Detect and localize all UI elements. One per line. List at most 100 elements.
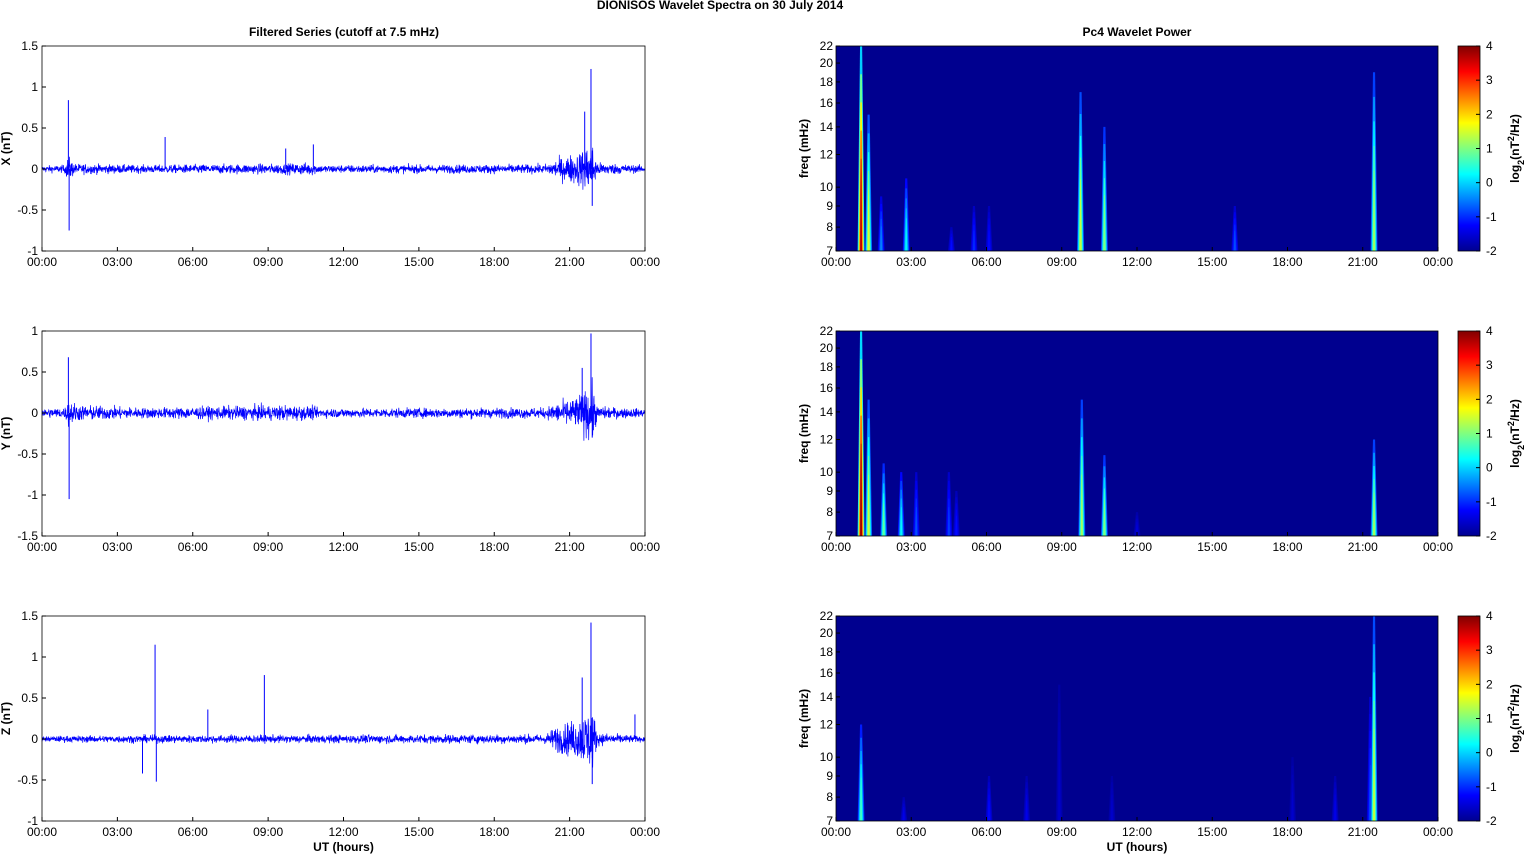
ytick-label: 8 <box>826 505 833 519</box>
spectrogram-xtick-label: 06:00 <box>971 825 1001 839</box>
colorbar-tick-label: 4 <box>1486 609 1493 623</box>
series-xtick-label: 12:00 <box>328 825 358 839</box>
ytick-label: 9 <box>826 199 833 213</box>
power-burst <box>950 240 953 251</box>
colorbar-tick-label: -1 <box>1486 495 1497 509</box>
y-axis-label: freq (mHz) <box>797 119 811 178</box>
series-xtick-label: 03:00 <box>102 540 132 554</box>
spectrogram-xtick-label: 12:00 <box>1122 540 1152 554</box>
power-burst <box>1079 179 1082 251</box>
ytick-label: 20 <box>820 56 834 70</box>
power-burst <box>1373 728 1376 821</box>
heatmap-background <box>836 331 1438 536</box>
series-xtick-label: 00:00 <box>27 540 57 554</box>
power-burst <box>1103 499 1106 536</box>
panels: 1.510.50-0.5-100:00 03:00 06:00 09:00 12:00 1… <box>0 39 1525 854</box>
ytick-label: -0.5 <box>17 447 38 461</box>
spectrogram-xtick-label: 09:00 <box>1047 540 1077 554</box>
series-panel-2: 10.50-0.5-1-1.500:00 03:00 06:00 09:00 12:00… <box>0 324 660 554</box>
colorbar-tick-label: 1 <box>1486 712 1493 726</box>
y-axis-label: freq (mHz) <box>797 689 811 748</box>
colorbar-tick-label: 4 <box>1486 324 1493 338</box>
ytick-label: -1 <box>27 488 38 502</box>
spectrogram-xtick-label: 18:00 <box>1272 255 1302 269</box>
colorbar-tick-label: 0 <box>1486 176 1493 190</box>
colorbar-label: log2(nT2/Hz) <box>1506 114 1525 183</box>
ytick-label: 1 <box>31 324 38 338</box>
heatmap-cells <box>857 46 1378 251</box>
colorbar-tick-label: 3 <box>1486 358 1493 372</box>
series-xtick-label: 09:00 <box>253 825 283 839</box>
signal-trace <box>41 377 646 441</box>
spectrogram-xtick-label: 09:00 <box>1047 255 1077 269</box>
colorbar-tick-label: -2 <box>1486 529 1497 543</box>
power-burst <box>988 230 991 251</box>
ytick-label: 10 <box>820 465 834 479</box>
plot-area <box>42 331 645 536</box>
power-burst <box>1103 195 1106 251</box>
ytick-label: 8 <box>826 790 833 804</box>
power-burst <box>1058 759 1061 821</box>
series-xtick-label: 00:00 <box>27 825 57 839</box>
x-axis-label: UT (hours) <box>313 840 374 854</box>
ytick-label: 7 <box>826 244 833 258</box>
ytick-label: 14 <box>820 405 834 419</box>
series-xtick-label: 15:00 <box>404 255 434 269</box>
colorbar: 4 3 2 1 0 -1 -2 log2(nT2/Hz) <box>1457 609 1525 828</box>
power-burst <box>1373 492 1376 536</box>
series-xtick-label: 00:00 <box>27 255 57 269</box>
spectrogram-xtick-label: 00:00 <box>1423 255 1453 269</box>
power-burst <box>880 226 883 251</box>
ytick-label: 0.5 <box>21 365 38 379</box>
series-xtick-label: 06:00 <box>178 255 208 269</box>
spectrogram-xtick-label: 15:00 <box>1197 825 1227 839</box>
heatmap-background <box>836 616 1438 821</box>
spectrogram-xtick-label: 00:00 <box>821 255 851 269</box>
colorbar-tick-label: 0 <box>1486 461 1493 475</box>
series-xtick-label: 18:00 <box>479 825 509 839</box>
spectrogram-xtick-label: 03:00 <box>896 825 926 839</box>
spectrogram-xtick-label: 21:00 <box>1348 255 1378 269</box>
power-burst <box>1373 170 1376 251</box>
plot-area <box>42 616 645 821</box>
ytick-label: 10 <box>820 180 834 194</box>
power-burst <box>955 515 958 536</box>
series-panel-1: 1.510.50-0.5-100:00 03:00 06:00 09:00 12:00 1… <box>0 39 660 269</box>
ytick-label: 12 <box>820 433 834 447</box>
y-axis-label: X (nT) <box>0 132 13 166</box>
colorbar-tick-label: 1 <box>1486 142 1493 156</box>
ytick-label: 8 <box>826 220 833 234</box>
power-burst <box>947 507 950 536</box>
power-burst <box>972 230 975 251</box>
power-burst <box>902 810 905 821</box>
ytick-label: -0.5 <box>17 773 38 787</box>
spectrogram-xtick-label: 21:00 <box>1348 540 1378 554</box>
colorbar-label: log2(nT2/Hz) <box>1506 399 1525 468</box>
ytick-label: 0 <box>31 732 38 746</box>
series-xtick-label: 09:00 <box>253 255 283 269</box>
ytick-label: 0.5 <box>21 121 38 135</box>
series-xtick-label: 00:00 <box>630 540 660 554</box>
ytick-label: 1 <box>31 80 38 94</box>
series-xtick-label: 21:00 <box>555 825 585 839</box>
x-axis-label: UT (hours) <box>1107 840 1168 854</box>
series-xtick-label: 00:00 <box>630 255 660 269</box>
ytick-label: 18 <box>820 75 834 89</box>
series-xtick-label: 21:00 <box>555 540 585 554</box>
power-burst <box>882 503 885 536</box>
spectrogram-xtick-label: 15:00 <box>1197 540 1227 554</box>
series-xtick-label: 06:00 <box>178 540 208 554</box>
ytick-label: 7 <box>826 529 833 543</box>
heatmap-cells <box>857 616 1378 821</box>
ytick-label: -1 <box>27 814 38 828</box>
series-xtick-label: 21:00 <box>555 255 585 269</box>
series-xtick-label: 03:00 <box>102 825 132 839</box>
ytick-label: 22 <box>820 324 834 338</box>
heatmap-background <box>836 46 1438 251</box>
power-burst <box>905 218 908 251</box>
colorbar: 4 3 2 1 0 -1 -2 log2(nT2/Hz) <box>1457 39 1525 258</box>
colorbar-tick-label: 4 <box>1486 39 1493 53</box>
plot-area <box>42 46 645 251</box>
